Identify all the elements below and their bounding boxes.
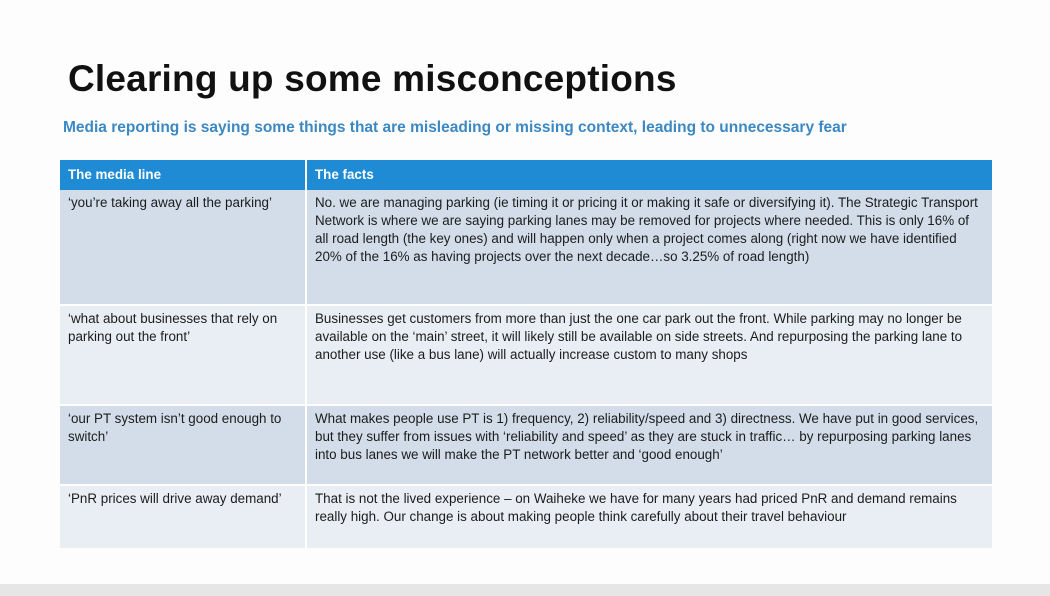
table-row: ‘what about businesses that rely on park… [60,304,992,405]
header-facts: The facts [305,160,992,190]
media-line-cell: ‘what about businesses that rely on park… [60,304,306,405]
table-row: ‘our PT system isn’t good enough to swit… [60,404,992,485]
misconceptions-table: The media line The facts ‘you’re taking … [60,160,992,548]
table-row: ‘PnR prices will drive away demand’ That… [60,484,992,548]
facts-cell: No. we are managing parking (ie timing i… [305,190,992,305]
table-header-row: The media line The facts [60,160,992,190]
bottom-scrollbar-strip [0,584,1050,596]
media-line-cell: ‘PnR prices will drive away demand’ [60,484,306,548]
media-line-cell: ‘you’re taking away all the parking’ [60,190,306,305]
table-row: ‘you’re taking away all the parking’ No.… [60,190,992,305]
slide-subtitle: Media reporting is saying some things th… [63,119,847,136]
header-media-line: The media line [60,160,306,190]
media-line-cell: ‘our PT system isn’t good enough to swit… [60,404,306,485]
slide-title: Clearing up some misconceptions [68,58,677,99]
facts-cell: What makes people use PT is 1) frequency… [305,404,992,485]
facts-cell: That is not the lived experience – on Wa… [305,484,992,548]
facts-cell: Businesses get customers from more than … [305,304,992,405]
